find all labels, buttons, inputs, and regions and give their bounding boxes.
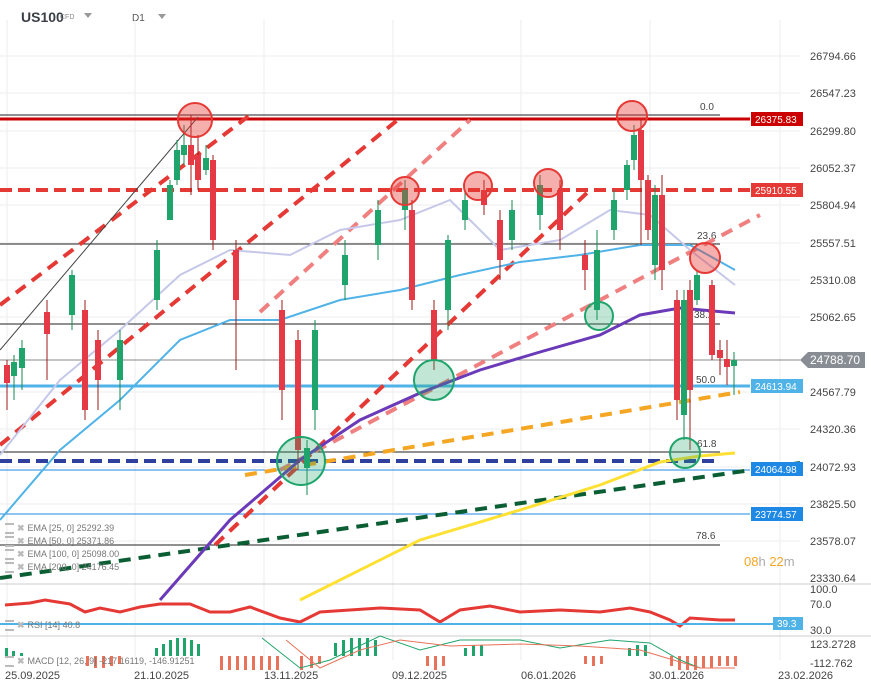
svg-text:26299.80: 26299.80 bbox=[810, 126, 856, 138]
macd-axis: 123.2728 -112.762 bbox=[810, 639, 856, 670]
svg-text:25804.94: 25804.94 bbox=[810, 200, 856, 212]
svg-text:25557.51: 25557.51 bbox=[810, 238, 856, 250]
svg-text:0.0: 0.0 bbox=[700, 102, 714, 113]
date-tick: 09.12.2025 bbox=[392, 670, 448, 682]
close-icon[interactable]: ✖ bbox=[17, 562, 25, 572]
svg-text:26794.66: 26794.66 bbox=[810, 51, 856, 63]
settings-icon[interactable] bbox=[5, 549, 14, 561]
resistance-markers bbox=[177, 100, 721, 274]
svg-text:23330.64: 23330.64 bbox=[810, 573, 856, 585]
date-tick: 25.09.2025 bbox=[5, 670, 61, 682]
svg-text:39.3: 39.3 bbox=[777, 619, 797, 630]
date-tick: 30.01.2026 bbox=[649, 670, 705, 682]
settings-icon[interactable] bbox=[5, 656, 14, 668]
svg-text:23774.57: 23774.57 bbox=[755, 510, 797, 521]
settings-icon[interactable] bbox=[5, 523, 14, 535]
settings-icon[interactable] bbox=[5, 620, 14, 632]
svg-text:24064.98: 24064.98 bbox=[755, 465, 797, 476]
svg-text:-112.762: -112.762 bbox=[810, 658, 853, 670]
price-axis: 26794.66 26547.23 26299.80 26052.37 2580… bbox=[810, 51, 856, 585]
svg-text:23825.50: 23825.50 bbox=[810, 499, 856, 511]
svg-text:25062.65: 25062.65 bbox=[810, 312, 856, 324]
date-tick: 23.02.2026 bbox=[778, 670, 834, 682]
close-icon[interactable]: ✖ bbox=[17, 523, 25, 533]
svg-text:24788.70: 24788.70 bbox=[810, 353, 860, 367]
svg-text:100.0: 100.0 bbox=[810, 584, 838, 596]
svg-text:25310.08: 25310.08 bbox=[810, 275, 856, 287]
rsi-axis: 100.0 70.0 30.0 bbox=[810, 584, 838, 637]
settings-icon[interactable] bbox=[5, 562, 14, 574]
svg-text:23.6: 23.6 bbox=[697, 231, 717, 242]
support-markers bbox=[276, 301, 701, 486]
chart-toolbar: US100 CFD D1 bbox=[0, 0, 871, 34]
date-tick: 06.01.2026 bbox=[521, 670, 577, 682]
svg-text:70.0: 70.0 bbox=[810, 599, 831, 611]
svg-text:30.0: 30.0 bbox=[810, 625, 831, 637]
current-price-marker bbox=[800, 352, 865, 368]
svg-text:24613.94: 24613.94 bbox=[755, 382, 797, 393]
svg-text:123.2728: 123.2728 bbox=[810, 639, 856, 651]
date-tick: 13.11.2025 bbox=[264, 670, 319, 682]
timeframe-selector[interactable]: D1 bbox=[132, 13, 145, 24]
legend-ema50[interactable]: ✖ EMA [50, 0] 25371.86 bbox=[5, 536, 114, 548]
symbol-chevron-down-icon[interactable] bbox=[84, 13, 92, 18]
instrument-type: CFD bbox=[60, 14, 75, 21]
close-icon[interactable]: ✖ bbox=[17, 620, 25, 630]
svg-text:26547.23: 26547.23 bbox=[810, 88, 856, 100]
svg-text:61.8: 61.8 bbox=[697, 439, 717, 450]
svg-text:24567.79: 24567.79 bbox=[810, 387, 856, 399]
svg-text:24320.36: 24320.36 bbox=[810, 424, 856, 436]
svg-text:25910.55: 25910.55 bbox=[755, 186, 797, 197]
legend-ema100[interactable]: ✖ EMA [100, 0] 25098.00 bbox=[5, 549, 119, 561]
symbol-selector[interactable]: US100 bbox=[21, 9, 64, 25]
svg-text:78.6: 78.6 bbox=[696, 531, 716, 542]
timeframe-chevron-down-icon[interactable] bbox=[158, 14, 166, 19]
candles bbox=[4, 115, 737, 495]
svg-text:24072.93: 24072.93 bbox=[810, 462, 856, 474]
svg-text:23578.07: 23578.07 bbox=[810, 536, 856, 548]
svg-text:26375.83: 26375.83 bbox=[755, 115, 797, 126]
legend-macd[interactable]: ✖ MACD [12, 26, 9] -217.16119, -146.91251 bbox=[5, 656, 195, 668]
close-icon[interactable]: ✖ bbox=[17, 549, 25, 559]
settings-icon[interactable] bbox=[5, 536, 14, 548]
legend-ema200[interactable]: ✖ EMA [200, 0] 24176.45 bbox=[5, 562, 119, 574]
svg-text:38.2: 38.2 bbox=[694, 310, 714, 321]
date-tick: 21.10.2025 bbox=[134, 670, 190, 682]
close-icon[interactable]: ✖ bbox=[17, 656, 25, 666]
legend-ema25[interactable]: ✖ EMA [25, 0] 25292.39 bbox=[5, 523, 114, 535]
svg-text:50.0: 50.0 bbox=[696, 375, 716, 386]
candle-countdown: 08h 22m bbox=[744, 554, 795, 569]
legend-rsi[interactable]: ✖ RSI [14] 40.8 bbox=[5, 620, 80, 632]
close-icon[interactable]: ✖ bbox=[17, 536, 25, 546]
svg-text:26052.37: 26052.37 bbox=[810, 163, 856, 175]
